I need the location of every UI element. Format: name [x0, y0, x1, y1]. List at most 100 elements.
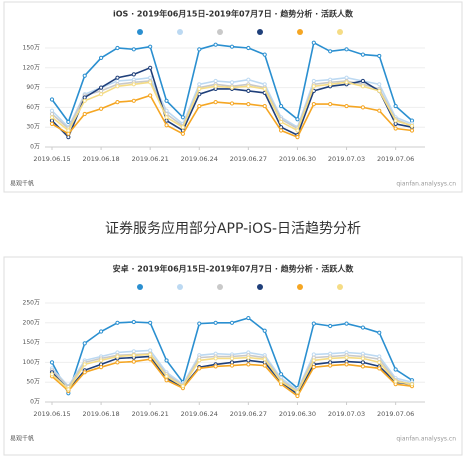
point — [197, 358, 202, 363]
point — [360, 364, 366, 369]
legend-swatch — [297, 29, 303, 35]
point — [409, 382, 415, 387]
point — [197, 86, 202, 92]
x-tick-label: 2019.06.21 — [132, 410, 169, 418]
legend-swatch — [337, 29, 343, 35]
point — [229, 320, 235, 325]
x-tick-label: 2019.06.21 — [132, 155, 169, 163]
point — [131, 47, 136, 52]
point — [180, 115, 186, 120]
point — [82, 370, 87, 375]
point — [66, 387, 71, 392]
point — [377, 88, 382, 94]
y-tick-label: 60万 — [26, 104, 40, 111]
point — [360, 360, 366, 365]
point — [328, 49, 333, 54]
y-tick-label: 200万 — [23, 319, 40, 326]
point — [377, 82, 382, 87]
x-tick-label: 2019.06.15 — [33, 155, 70, 163]
point — [115, 78, 120, 84]
point — [311, 78, 316, 84]
point — [344, 355, 349, 360]
point — [148, 65, 153, 70]
point — [246, 45, 251, 51]
point — [66, 131, 71, 136]
point — [98, 92, 104, 97]
point — [82, 73, 87, 78]
point — [328, 102, 333, 107]
y-tick-label: 0万 — [30, 144, 40, 151]
point — [393, 121, 398, 127]
point — [328, 323, 333, 329]
point — [148, 93, 153, 98]
point — [180, 384, 186, 389]
x-tick-label: 2019.06.15 — [33, 410, 70, 418]
x-tick-label: 2019.07.03 — [328, 410, 365, 418]
point — [393, 103, 398, 109]
chart-title: iOS · 2019年06月15日-2019年07月7日 · 趋势分析 · 活跃… — [113, 9, 354, 19]
point — [409, 123, 415, 128]
point — [360, 105, 366, 110]
point — [393, 367, 398, 372]
point — [344, 103, 349, 109]
point — [98, 55, 104, 61]
point — [164, 378, 169, 383]
point — [213, 42, 218, 47]
point — [262, 86, 267, 92]
caption: 证券服务应用部分APP-iOS-日活趋势分析 — [105, 220, 361, 237]
point — [197, 82, 202, 87]
point — [115, 100, 120, 105]
point — [213, 100, 218, 105]
point — [98, 106, 104, 111]
legend-swatch — [177, 29, 183, 35]
y-tick-label: 0万 — [30, 399, 40, 406]
point — [148, 80, 153, 85]
point — [377, 360, 382, 365]
point — [164, 374, 169, 379]
logo: 易观千帆 — [10, 435, 34, 443]
point — [262, 328, 267, 333]
point — [377, 330, 382, 335]
point — [344, 80, 349, 85]
point — [82, 362, 87, 367]
point — [98, 329, 104, 334]
x-tick-label: 2019.06.18 — [82, 155, 119, 163]
point — [164, 98, 169, 103]
point — [344, 321, 349, 326]
point — [328, 356, 333, 361]
point — [148, 75, 153, 80]
point — [98, 85, 104, 90]
point — [377, 366, 382, 371]
point — [393, 126, 398, 131]
x-tick-label: 2019.06.27 — [230, 155, 267, 163]
point — [246, 355, 251, 360]
point — [246, 362, 251, 367]
point — [131, 319, 136, 325]
point — [311, 84, 316, 89]
legend-swatch — [257, 29, 263, 35]
point — [115, 354, 120, 359]
point — [164, 115, 169, 120]
point — [262, 52, 267, 57]
point — [229, 44, 235, 49]
point — [197, 321, 202, 326]
point — [115, 360, 120, 365]
point — [213, 84, 218, 89]
point — [229, 101, 235, 106]
point — [262, 82, 267, 87]
point — [360, 78, 366, 84]
point — [49, 108, 55, 113]
point — [213, 356, 218, 361]
point — [148, 320, 153, 325]
point — [246, 84, 251, 89]
point — [82, 341, 87, 346]
point — [278, 119, 284, 125]
point — [66, 119, 71, 125]
point — [49, 360, 55, 365]
point — [49, 111, 55, 117]
legend-swatch — [297, 284, 303, 290]
point — [377, 53, 382, 59]
point — [360, 52, 366, 57]
point — [115, 320, 120, 325]
